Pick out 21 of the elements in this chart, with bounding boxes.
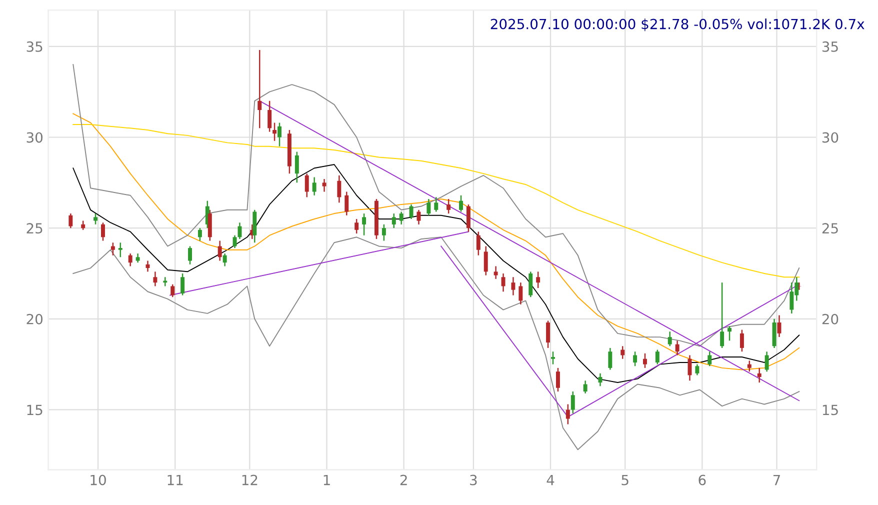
y2-tick-label: 25: [822, 223, 838, 234]
x-tick-label: 2: [400, 474, 407, 486]
x-tick-label: 10: [90, 474, 106, 486]
x-tick-label: 5: [622, 474, 628, 486]
x-tick-label: 1: [324, 474, 330, 486]
y-tick-label: 15: [27, 404, 42, 416]
y-tick-label: 35: [26, 41, 42, 52]
y-tick-label: 30: [26, 132, 43, 143]
y2-tick-label: 15: [822, 404, 838, 416]
y-tick-label: 20: [26, 314, 43, 324]
y2-tick-label: 35: [822, 41, 838, 52]
x-tick-label: 3: [470, 474, 477, 486]
x-tick-label: 11: [168, 474, 183, 486]
x-tick-label: 12: [242, 474, 258, 486]
x-tick-label: 6: [698, 474, 706, 486]
text: 2025.07.10 00:00:00 $21.78 -0.05% vol:1071.2K 0.7x: [490, 18, 864, 32]
y2-tick-label: 20: [822, 314, 838, 324]
y2-tick-label: 30: [822, 132, 838, 143]
x-tick-label: 7: [773, 474, 780, 486]
x-tick-label: 4: [546, 474, 554, 486]
y-tick-label: 25: [26, 223, 42, 234]
